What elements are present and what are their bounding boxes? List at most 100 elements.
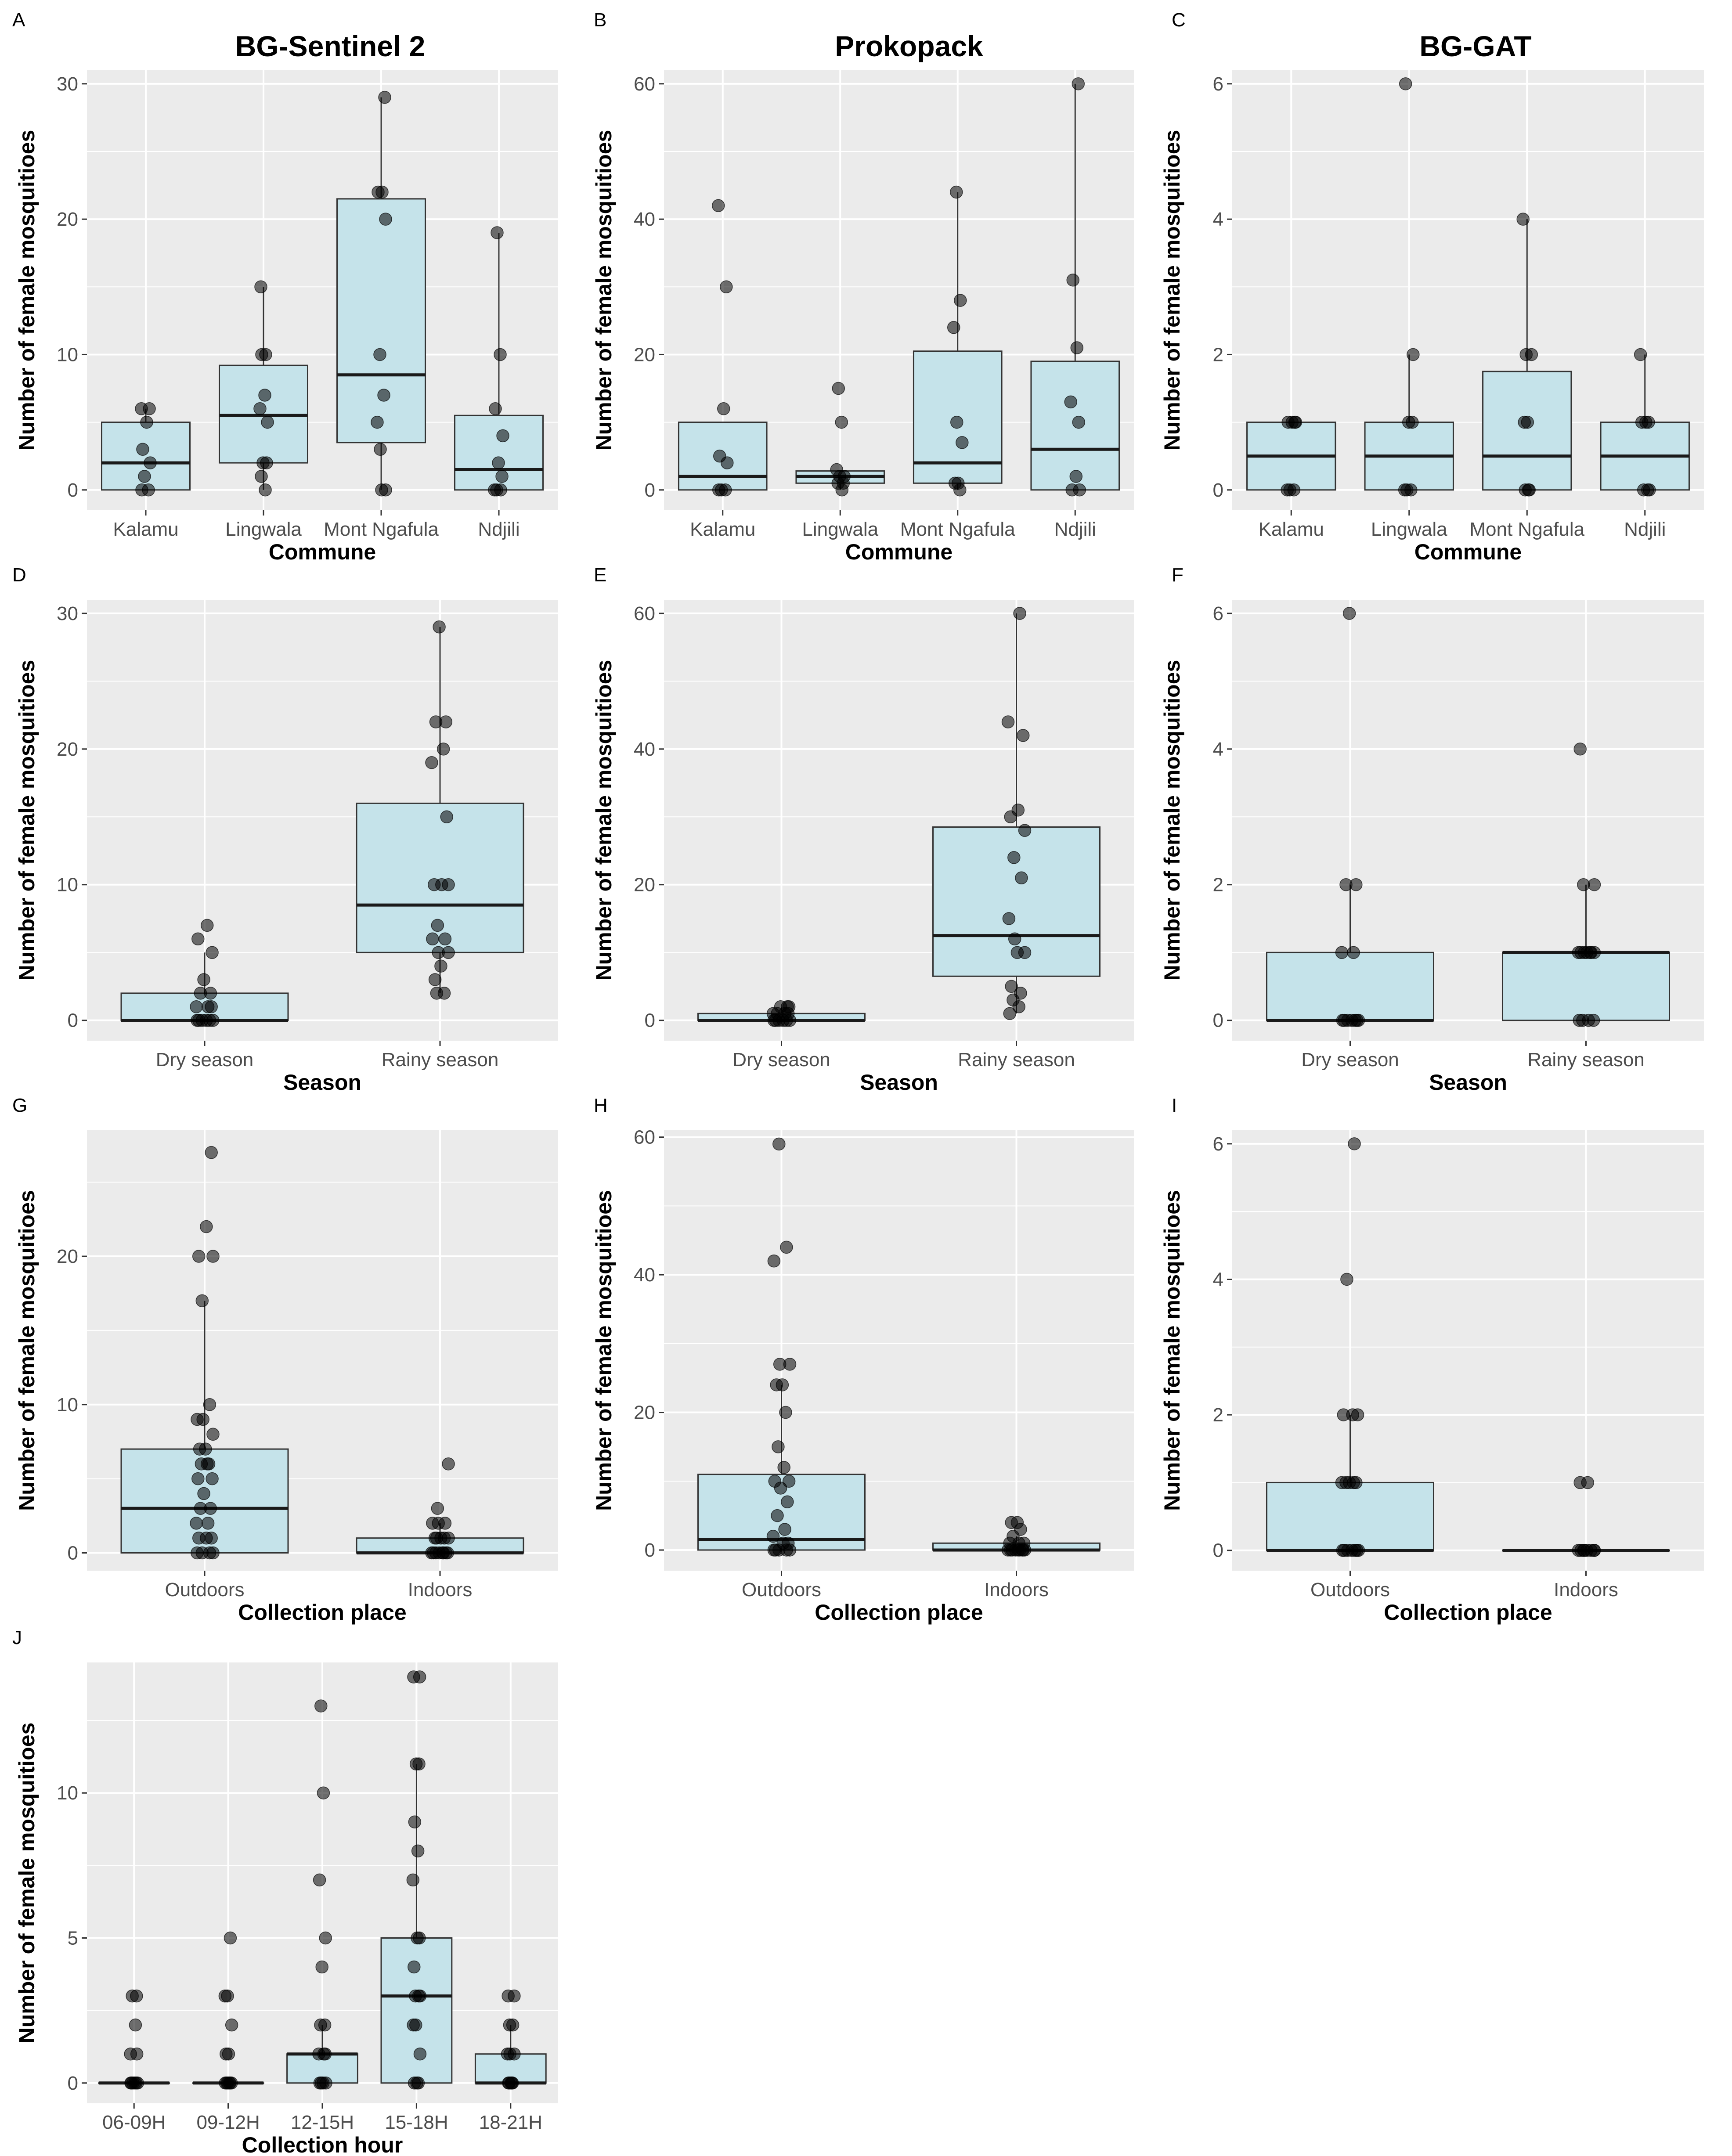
panel-I: 0 2 4 6 Outdoors Indoors I Collection place Numb… xyxy=(1160,1095,1704,1625)
data-point xyxy=(136,443,149,456)
data-point xyxy=(1007,851,1021,864)
data-point xyxy=(259,483,272,497)
x-tick-label: Kalamu xyxy=(690,519,755,540)
data-point xyxy=(1576,1013,1589,1027)
y-tick-label: 0 xyxy=(645,1010,655,1031)
data-point xyxy=(503,2018,516,2032)
data-point xyxy=(778,1523,791,1536)
y-tick-label: 20 xyxy=(634,1402,655,1424)
data-point xyxy=(1008,932,1021,946)
y-tick-label: 10 xyxy=(57,874,78,896)
x-tick-label: Ndjili xyxy=(478,519,520,540)
y-tick-label: 20 xyxy=(57,739,78,760)
data-point xyxy=(1572,946,1585,959)
y-tick-label: 0 xyxy=(68,480,78,501)
data-point xyxy=(956,436,969,449)
panel-letter: B xyxy=(594,9,606,31)
data-point xyxy=(375,185,389,199)
data-point xyxy=(318,2018,332,2032)
x-axis-title: Commune xyxy=(845,540,953,564)
y-tick-label: 10 xyxy=(57,1782,78,1804)
y-tick-label: 0 xyxy=(645,480,655,501)
data-point xyxy=(199,1442,212,1456)
data-point xyxy=(200,919,214,932)
x-tick-label: Ndjili xyxy=(1624,519,1666,540)
data-point xyxy=(313,1873,326,1887)
y-tick-label: 60 xyxy=(634,603,655,624)
y-tick-label: 0 xyxy=(68,1542,78,1564)
y-axis-title: Number of female mosquitioes xyxy=(1160,660,1184,981)
data-point xyxy=(413,1989,427,2003)
data-point xyxy=(720,280,733,294)
data-point xyxy=(1011,804,1025,817)
data-point xyxy=(410,2077,423,2090)
data-point xyxy=(317,2047,330,2061)
data-point xyxy=(409,1757,423,1770)
y-tick-label: 0 xyxy=(645,1539,655,1561)
data-point xyxy=(200,1013,213,1027)
data-point xyxy=(768,1475,782,1488)
x-tick-label: Rainy season xyxy=(1527,1049,1645,1071)
data-point xyxy=(776,1378,789,1392)
y-tick-label: 2 xyxy=(1213,1404,1223,1426)
x-tick-label: 06-09H xyxy=(102,2112,166,2133)
data-point xyxy=(1064,395,1077,409)
data-point xyxy=(1010,1516,1024,1529)
y-tick-label: 0 xyxy=(1213,1010,1223,1031)
data-point xyxy=(1400,483,1414,497)
data-point xyxy=(1346,1408,1359,1421)
data-point xyxy=(316,2077,330,2090)
data-point xyxy=(1523,483,1536,497)
y-axis-title: Number of female mosquitioes xyxy=(592,1190,616,1511)
x-tick-label: Indoors xyxy=(984,1579,1049,1601)
panel-D: 0 10 20 30 Dry season Rainy season D Season Numb… xyxy=(12,564,558,1095)
data-point xyxy=(1288,415,1302,429)
x-tick-label: Indoors xyxy=(408,1579,473,1601)
data-point xyxy=(1070,341,1084,354)
data-point xyxy=(374,443,387,456)
data-point xyxy=(205,1531,218,1545)
data-point xyxy=(1519,348,1533,361)
data-point xyxy=(195,1294,209,1308)
y-tick-label: 5 xyxy=(68,1928,78,1949)
data-point xyxy=(408,1960,421,1974)
data-point xyxy=(192,1250,206,1263)
y-axis-title: Number of female mosquitioes xyxy=(14,1190,39,1511)
panel-letter: E xyxy=(594,564,606,586)
x-tick-label: Dry season xyxy=(1301,1049,1399,1071)
data-point xyxy=(205,1146,218,1159)
y-tick-label: 6 xyxy=(1213,603,1223,624)
x-axis-title: Season xyxy=(283,1070,361,1095)
data-point xyxy=(442,1531,455,1545)
data-point xyxy=(491,226,504,239)
data-point xyxy=(438,1517,452,1530)
data-point xyxy=(319,1931,332,1945)
y-tick-label: 60 xyxy=(634,1127,655,1148)
data-point xyxy=(128,2077,141,2090)
data-point xyxy=(433,620,446,634)
panel-letter: H xyxy=(594,1095,608,1116)
data-point xyxy=(197,1487,210,1500)
data-point xyxy=(407,2018,420,2032)
panel-E: 0 20 40 60 Dry season Rainy season E Season Numb… xyxy=(592,564,1134,1095)
data-point xyxy=(206,1546,220,1560)
data-point xyxy=(442,1457,455,1471)
data-point xyxy=(1577,1543,1590,1557)
x-tick-label: Outdoors xyxy=(165,1579,245,1601)
y-tick-label: 0 xyxy=(68,2073,78,2094)
data-point xyxy=(191,932,205,946)
y-tick-label: 2 xyxy=(1213,344,1223,365)
data-point xyxy=(200,1220,213,1233)
y-tick-label: 2 xyxy=(1213,874,1223,896)
y-tick-label: 20 xyxy=(634,874,655,896)
data-point xyxy=(832,382,845,395)
data-point xyxy=(432,946,445,959)
data-point xyxy=(781,1536,795,1550)
column-title-prokopack: Prokopack xyxy=(835,30,983,62)
data-point xyxy=(225,2018,238,2032)
x-tick-label: 12-15H xyxy=(291,2112,354,2133)
x-tick-label: Outdoors xyxy=(742,1579,821,1601)
y-tick-label: 4 xyxy=(1213,209,1223,230)
data-point xyxy=(1342,1476,1356,1489)
